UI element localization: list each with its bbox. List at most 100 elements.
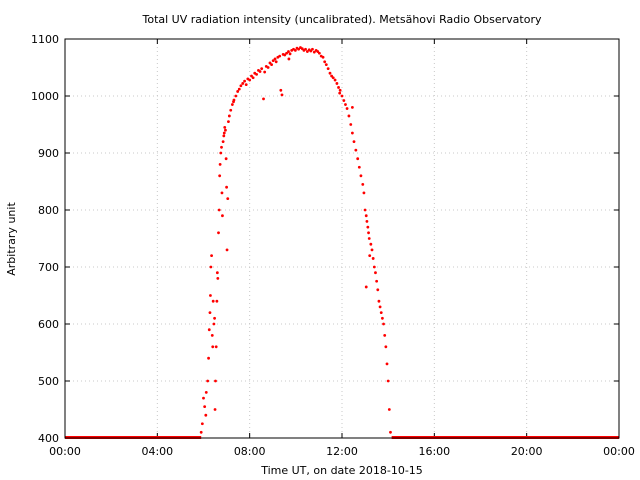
data-point: [210, 254, 213, 257]
data-point: [225, 248, 229, 252]
data-point: [204, 413, 208, 417]
data-point: [375, 279, 379, 283]
data-point: [222, 134, 226, 138]
axis-ticks: 400 500 600 700 800 900 1000 1100 00:00 04:00 08:0…: [31, 33, 635, 458]
data-point: [224, 157, 228, 161]
data-point: [367, 231, 370, 235]
data-point: [207, 328, 211, 332]
data-point: [331, 76, 335, 80]
plot-frame: [64, 38, 620, 439]
data-point: [311, 47, 314, 51]
x-tick-label: 16:00: [418, 445, 450, 458]
data-point: [270, 63, 273, 67]
y-tick-label: 400: [38, 432, 59, 445]
data-point: [293, 49, 297, 52]
data-point: [349, 123, 353, 126]
data-point: [377, 299, 381, 303]
data-point: [218, 174, 222, 178]
data-point: [287, 57, 291, 61]
x-tick-label: 12:00: [326, 445, 358, 458]
x-tick-label: 00:00: [603, 445, 635, 458]
data-point: [221, 140, 225, 144]
data-point: [380, 316, 384, 320]
data-point: [352, 140, 356, 144]
data-point: [217, 208, 221, 212]
data-point: [345, 107, 349, 110]
data-point: [357, 165, 361, 169]
data-point: [297, 47, 301, 51]
data-point: [386, 379, 390, 383]
data-point: [215, 271, 219, 275]
y-tick-label: 1000: [31, 90, 59, 103]
data-point: [374, 271, 377, 275]
data-point: [219, 151, 223, 155]
data-point: [234, 94, 238, 98]
data-point: [262, 97, 265, 101]
data-point: [248, 78, 252, 82]
data-point: [220, 145, 223, 149]
data-point: [382, 322, 385, 326]
y-tick-label: 600: [38, 318, 59, 331]
data-point: [359, 174, 363, 178]
data-point: [208, 311, 212, 314]
data-point: [356, 157, 360, 161]
data-point: [230, 103, 234, 106]
data-point: [214, 379, 217, 383]
data-point: [200, 422, 204, 426]
data-point: [223, 125, 227, 129]
data-point: [378, 305, 382, 309]
y-tick-label: 800: [38, 204, 59, 217]
data-point: [216, 277, 220, 280]
data-point: [209, 294, 212, 297]
data-point: [285, 51, 288, 55]
data-point: [321, 55, 325, 59]
data-point: [258, 70, 262, 73]
data-point: [239, 84, 243, 88]
data-point: [225, 185, 228, 189]
data-point: [333, 78, 337, 82]
data-point: [347, 114, 351, 118]
data-point: [213, 408, 217, 411]
chart-title: Total UV radiation intensity (uncalibrat…: [142, 13, 542, 26]
data-point: [206, 379, 210, 383]
grid: [65, 39, 619, 438]
data-point: [317, 51, 321, 55]
data-point: [323, 60, 327, 64]
data-point: [207, 356, 210, 360]
data-point: [212, 322, 216, 326]
data-point: [379, 311, 383, 314]
data-point: [199, 430, 203, 434]
data-point: [287, 50, 290, 53]
data-point: [241, 82, 245, 85]
data-point: [337, 86, 340, 89]
data-point: [274, 60, 278, 64]
data-point: [217, 231, 220, 235]
data-point: [370, 248, 374, 252]
data-point: [338, 88, 342, 92]
data-point: [203, 405, 207, 409]
data-point: [324, 63, 328, 67]
data-point: [211, 345, 215, 349]
data-point: [232, 100, 235, 104]
data-point: [350, 131, 354, 135]
data-point: [209, 265, 213, 269]
data-point: [222, 131, 226, 135]
data-point: [365, 220, 369, 223]
data-point: [364, 285, 368, 289]
x-tick-label: 20:00: [511, 445, 543, 458]
data-point: [344, 103, 347, 106]
data-point: [326, 67, 330, 71]
data-point: [288, 52, 292, 56]
data-point: [260, 67, 264, 71]
data-point: [367, 237, 371, 240]
data-point: [227, 120, 230, 124]
data-point: [213, 316, 216, 320]
data-point: [227, 114, 231, 118]
data-point: [229, 108, 233, 112]
data-point: [385, 362, 389, 366]
data-point: [368, 254, 372, 257]
y-tick-label: 1100: [31, 33, 59, 46]
data-point: [280, 93, 284, 97]
data-point: [220, 191, 224, 195]
